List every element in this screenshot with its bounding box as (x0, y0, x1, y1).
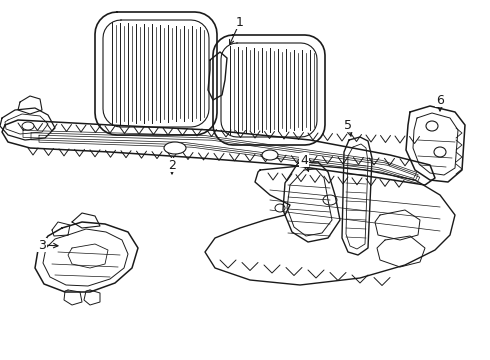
Ellipse shape (262, 150, 278, 160)
Polygon shape (406, 106, 465, 182)
Polygon shape (375, 210, 420, 240)
Polygon shape (205, 165, 455, 285)
Polygon shape (72, 213, 100, 228)
Polygon shape (64, 290, 82, 305)
Ellipse shape (22, 122, 34, 130)
Text: 4: 4 (300, 153, 308, 166)
Ellipse shape (275, 204, 285, 212)
Text: 3: 3 (38, 239, 46, 252)
Polygon shape (35, 222, 138, 292)
Ellipse shape (426, 121, 438, 131)
Ellipse shape (164, 142, 186, 154)
Text: 6: 6 (436, 94, 444, 107)
Polygon shape (377, 236, 425, 267)
Text: 2: 2 (168, 158, 176, 171)
Polygon shape (84, 290, 100, 305)
Polygon shape (208, 52, 227, 100)
Polygon shape (2, 120, 435, 185)
Polygon shape (18, 96, 42, 114)
Text: 1: 1 (236, 15, 244, 28)
Polygon shape (95, 12, 217, 135)
Polygon shape (68, 244, 108, 268)
Ellipse shape (434, 147, 446, 157)
Polygon shape (283, 162, 340, 242)
Polygon shape (342, 137, 372, 255)
Polygon shape (0, 108, 55, 140)
Ellipse shape (323, 195, 337, 205)
Polygon shape (52, 222, 70, 236)
Text: 5: 5 (344, 118, 352, 131)
Polygon shape (213, 35, 325, 145)
